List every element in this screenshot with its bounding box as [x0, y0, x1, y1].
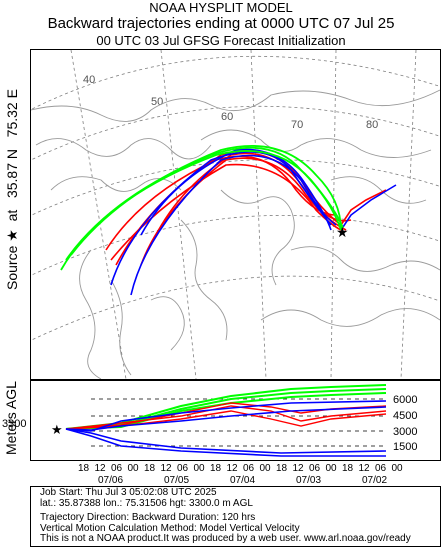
footer-info: Job Start: Thu Jul 3 05:02:08 UTC 2025 l…	[30, 486, 441, 547]
hour-label: 18	[144, 463, 156, 474]
vertical-motion: Vertical Motion Calculation Method: Mode…	[40, 522, 300, 534]
hour-axis: 18 12 06 00 18 12 06 00 18 12 06 00 18 12 06 00 18 12 06 00	[78, 463, 408, 475]
source-lat: 35.87 N	[4, 149, 20, 199]
hour-label: 00	[391, 463, 403, 474]
model-title: NOAA HYSPLIT MODEL	[149, 0, 293, 15]
source-word: Source	[4, 245, 20, 290]
map-panel: 40 50 60 70 80	[30, 49, 441, 380]
tick-3000: 3000	[393, 426, 417, 438]
green-trajectories	[60, 145, 344, 271]
source-height-label: 3300	[2, 418, 27, 430]
grid-label-40: 40	[83, 74, 95, 86]
grid-label-80: 80	[366, 119, 378, 131]
source-star-icon: ★	[336, 224, 349, 240]
date-axis: 07/06 07/05 07/04 07/03 07/02	[78, 475, 408, 487]
source-label: Source ★ at 35.87 N 75.32 E	[4, 89, 21, 290]
date-label: 07/02	[362, 475, 388, 486]
hour-label: 06	[243, 463, 255, 474]
hour-label: 18	[78, 463, 90, 474]
hour-label: 06	[111, 463, 123, 474]
hour-label: 06	[375, 463, 387, 474]
coastlines	[31, 89, 440, 379]
date-label: 07/03	[296, 475, 322, 486]
forecast-subtitle: 00 UTC 03 Jul GFSG Forecast Initializati…	[96, 33, 346, 48]
date-label: 07/05	[164, 475, 190, 486]
trajectory-direction: Trajectory Direction: Backward Duration:…	[40, 512, 256, 523]
blue-trajectories	[110, 148, 397, 296]
star-icon: ★	[4, 229, 20, 242]
height-profile: ★ 6000 4500 3000 1500	[51, 384, 417, 457]
tick-1500: 1500	[393, 441, 417, 453]
hour-label: 12	[226, 463, 238, 474]
hour-label: 00	[127, 463, 139, 474]
disclaimer: This is not a NOAA product.It was produc…	[40, 533, 411, 544]
hour-label: 18	[276, 463, 288, 474]
job-start: Job Start: Thu Jul 3 05:02:08 UTC 2025	[40, 487, 217, 498]
lat-lon-grid	[31, 50, 440, 379]
height-panel: ★ 6000 4500 3000 1500	[30, 380, 441, 461]
hour-label: 12	[358, 463, 370, 474]
hour-label: 12	[292, 463, 304, 474]
source-height-star-icon: ★	[51, 422, 63, 437]
grid-label-70: 70	[291, 119, 303, 131]
hour-label: 06	[177, 463, 189, 474]
grid-label-60: 60	[221, 111, 233, 123]
at-word: at	[4, 209, 20, 222]
height-tick-labels: 6000 4500 3000 1500	[393, 394, 417, 453]
source-marker: ★	[336, 224, 349, 240]
hour-label: 12	[160, 463, 172, 474]
blue-height-lines	[65, 400, 387, 457]
hour-label: 00	[193, 463, 205, 474]
hour-label: 00	[325, 463, 337, 474]
hour-label: 18	[210, 463, 222, 474]
source-lon: 75.32 E	[4, 89, 20, 138]
hour-label: 12	[94, 463, 106, 474]
red-trajectories	[105, 150, 387, 266]
hour-label: 18	[342, 463, 354, 474]
tick-6000: 6000	[393, 394, 417, 406]
trajectory-map: 40 50 60 70 80	[31, 50, 440, 379]
lat-labels: 40 50 60 70 80	[83, 74, 378, 131]
date-label: 07/04	[230, 475, 256, 486]
date-label: 07/06	[98, 475, 124, 486]
hour-label: 06	[309, 463, 321, 474]
tick-4500: 4500	[393, 410, 417, 422]
source-coords: lat.: 35.87388 lon.: 75.31506 hgt: 3300.…	[40, 497, 253, 509]
hour-label: 00	[259, 463, 271, 474]
trajectory-title: Backward trajectories ending at 0000 UTC…	[47, 15, 395, 32]
